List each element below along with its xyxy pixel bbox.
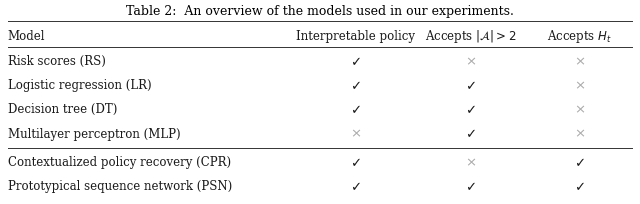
Text: $\times$: $\times$ [465, 55, 476, 68]
Text: $\checkmark$: $\checkmark$ [350, 155, 360, 168]
Text: $\checkmark$: $\checkmark$ [350, 179, 360, 192]
Text: $\times$: $\times$ [573, 127, 585, 140]
Text: $\checkmark$: $\checkmark$ [465, 179, 476, 192]
Text: $\checkmark$: $\checkmark$ [350, 203, 360, 204]
Text: $\checkmark$: $\checkmark$ [350, 103, 360, 116]
Text: $\times$: $\times$ [349, 127, 361, 140]
Text: $\checkmark$: $\checkmark$ [574, 155, 584, 168]
Text: Model: Model [8, 30, 45, 43]
Text: $\checkmark$: $\checkmark$ [465, 127, 476, 140]
Text: $\times$: $\times$ [573, 103, 585, 116]
Text: Multilayer perceptron (MLP): Multilayer perceptron (MLP) [8, 127, 180, 140]
Text: $\checkmark$: $\checkmark$ [574, 179, 584, 192]
Text: Interpretable policy: Interpretable policy [296, 30, 415, 43]
Text: $\checkmark$: $\checkmark$ [350, 55, 360, 68]
Text: Decision tree (DT): Decision tree (DT) [8, 103, 117, 116]
Text: $\checkmark$: $\checkmark$ [574, 203, 584, 204]
Text: Accepts $|\mathcal{A}| > 2$: Accepts $|\mathcal{A}| > 2$ [425, 28, 516, 45]
Text: Risk scores (RS): Risk scores (RS) [8, 55, 106, 68]
Text: Table 2:  An overview of the models used in our experiments.: Table 2: An overview of the models used … [126, 5, 514, 18]
Text: $\times$: $\times$ [465, 155, 476, 168]
Text: $\checkmark$: $\checkmark$ [465, 79, 476, 92]
Text: $\checkmark$: $\checkmark$ [350, 79, 360, 92]
Text: Contextualized policy recovery (CPR): Contextualized policy recovery (CPR) [8, 155, 231, 168]
Text: $\checkmark$: $\checkmark$ [465, 103, 476, 116]
Text: $\times$: $\times$ [573, 55, 585, 68]
Text: Prototypical sequence network (PSN): Prototypical sequence network (PSN) [8, 179, 232, 192]
Text: $\times$: $\times$ [573, 79, 585, 92]
Text: $\checkmark$: $\checkmark$ [465, 203, 476, 204]
Text: Recurrent decision tree (RDT): Recurrent decision tree (RDT) [8, 203, 188, 204]
Text: Logistic regression (LR): Logistic regression (LR) [8, 79, 151, 92]
Text: Accepts $H_t$: Accepts $H_t$ [547, 28, 612, 45]
